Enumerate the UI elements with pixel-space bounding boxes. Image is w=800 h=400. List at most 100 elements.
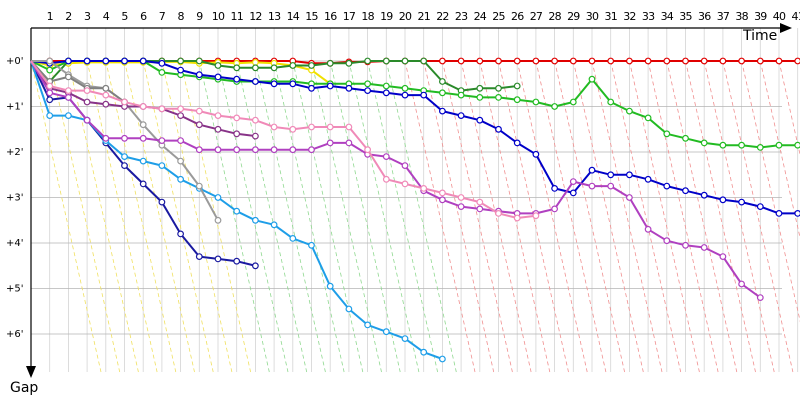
series-line <box>30 60 126 103</box>
data-point <box>139 134 147 142</box>
data-point <box>214 62 222 69</box>
data-point <box>682 187 689 195</box>
data-point <box>195 71 203 79</box>
data-point <box>121 134 128 142</box>
data-point <box>382 57 390 65</box>
data-point <box>626 194 633 201</box>
data-point <box>457 57 465 65</box>
data-point <box>513 82 521 90</box>
data-point <box>476 93 484 101</box>
data-point <box>83 87 91 94</box>
data-point <box>326 282 334 290</box>
data-point <box>177 230 185 238</box>
data-point <box>401 91 409 99</box>
axes <box>26 23 792 378</box>
data-point <box>345 123 353 131</box>
lap-diagonal <box>535 60 607 373</box>
data-point <box>794 210 800 217</box>
data-point <box>626 107 633 115</box>
data-point <box>233 207 241 215</box>
gap-tick-label: +1' <box>6 102 24 113</box>
lap-diagonal <box>722 60 794 373</box>
data-point <box>251 262 259 270</box>
data-point <box>607 98 615 106</box>
data-point <box>364 146 372 154</box>
gap-tick-label: +5' <box>6 284 24 295</box>
gap-tick-label: +4' <box>6 238 24 249</box>
data-point <box>102 84 110 92</box>
data-point <box>46 82 54 90</box>
data-point <box>289 234 297 242</box>
data-point <box>532 98 540 106</box>
data-point <box>121 57 128 65</box>
series-line <box>30 60 537 219</box>
data-point <box>569 57 577 65</box>
data-point <box>158 68 166 76</box>
data-point <box>551 205 558 213</box>
data-point <box>64 73 72 81</box>
lap-diagonal <box>367 60 438 373</box>
data-point <box>46 112 54 119</box>
data-point <box>607 171 615 179</box>
data-point <box>214 112 222 119</box>
lap-diagonal <box>30 60 102 373</box>
data-point <box>177 57 185 65</box>
data-point <box>588 57 596 65</box>
data-point <box>738 141 745 149</box>
gap-labels: +0' +1' +2' +3' +4' +5' +6' <box>6 56 24 340</box>
data-point <box>233 114 241 122</box>
data-point <box>326 59 334 67</box>
data-point <box>794 141 800 149</box>
grid-vertical <box>49 28 799 372</box>
data-point <box>364 321 372 329</box>
data-point <box>401 335 409 343</box>
data-point <box>495 93 502 101</box>
data-point <box>532 57 540 65</box>
data-point <box>46 89 54 97</box>
data-point <box>64 93 72 101</box>
data-point <box>83 57 91 65</box>
data-point <box>756 203 764 211</box>
data-point <box>495 84 502 92</box>
x-axis-title: Time <box>742 28 777 44</box>
data-point <box>158 198 166 206</box>
data-point <box>308 123 315 131</box>
data-point <box>569 98 577 106</box>
data-point <box>775 57 783 65</box>
data-point <box>308 62 315 69</box>
data-point <box>158 162 166 170</box>
lap-diagonal <box>217 60 289 373</box>
data-point <box>214 194 222 201</box>
lap-diagonal <box>49 60 121 373</box>
data-point <box>364 87 372 94</box>
lap-diagonal <box>460 60 532 373</box>
data-point <box>308 241 315 249</box>
data-point <box>345 59 353 67</box>
lap-diagonal <box>554 60 625 373</box>
data-point <box>382 328 390 336</box>
data-point <box>756 294 764 302</box>
data-point <box>177 112 185 119</box>
lap-diagonal <box>741 60 800 323</box>
data-point <box>158 105 166 113</box>
data-point <box>775 209 783 217</box>
data-point <box>663 237 671 245</box>
data-point <box>775 141 783 149</box>
data-point <box>251 64 259 72</box>
data-point <box>102 57 110 65</box>
data-point <box>382 89 390 97</box>
data-point <box>513 214 521 222</box>
data-point <box>476 198 484 206</box>
data-point <box>139 103 147 110</box>
gap-tick-label: +6' <box>6 329 24 340</box>
data-point <box>326 139 334 147</box>
data-point <box>177 175 185 183</box>
grid-horizontal <box>31 60 782 335</box>
lap-diagonal <box>273 60 345 373</box>
data-point <box>195 253 203 261</box>
data-point <box>588 75 596 83</box>
data-point <box>644 175 652 183</box>
data-point <box>756 143 764 151</box>
data-point <box>121 162 128 170</box>
